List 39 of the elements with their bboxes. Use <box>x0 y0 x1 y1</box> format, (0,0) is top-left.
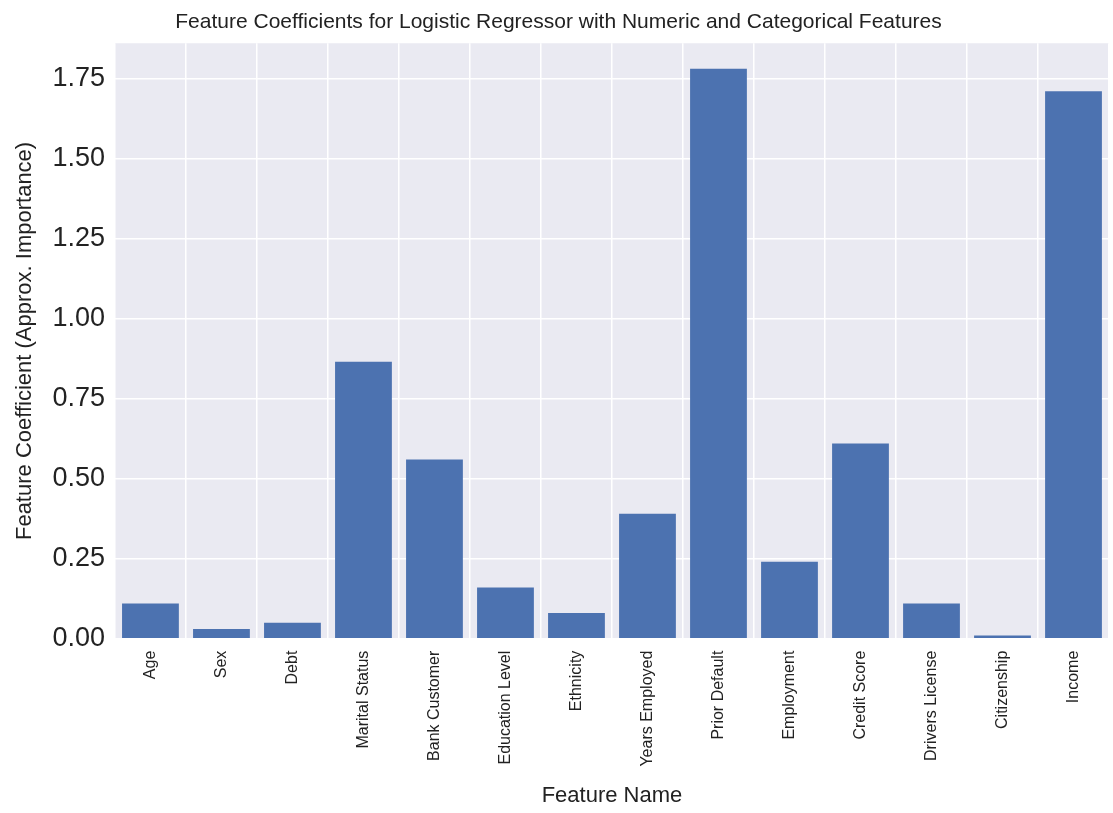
bar <box>690 68 747 638</box>
x-tick-label: Credit Score <box>850 650 868 740</box>
x-axis-title: Feature Name <box>541 781 683 807</box>
x-tick-label: Debt <box>282 650 300 685</box>
bar <box>761 561 818 638</box>
y-tick-label: 1.50 <box>52 141 105 172</box>
bar <box>548 613 605 638</box>
y-tick-label: 1.00 <box>52 301 105 332</box>
x-tick-label: Employment <box>779 650 797 740</box>
y-axis-title: Feature Coefficient (Approx. Importance) <box>11 141 37 541</box>
x-tick-label: Citizenship <box>992 650 1010 729</box>
x-tick-label: Sex <box>211 650 229 679</box>
y-tick-label: 0.25 <box>52 542 105 573</box>
bar <box>903 603 960 638</box>
chart-title: Feature Coefficients for Logistic Regressor with Numeric and Categorical Features <box>175 9 942 33</box>
bar <box>1045 91 1102 638</box>
x-tick-label: Marital Status <box>353 650 371 749</box>
bar <box>264 622 321 638</box>
y-tick-label: 1.25 <box>52 221 105 252</box>
x-tick-label: Drivers License <box>921 650 939 761</box>
x-tick-label: Age <box>140 650 158 680</box>
x-tick-label: Bank Customer <box>424 650 442 761</box>
x-tick-label: Income <box>1063 650 1081 704</box>
x-tick-label: Prior Default <box>708 650 726 740</box>
x-tick-label: Education Level <box>495 650 513 765</box>
bar <box>406 459 463 638</box>
y-tick-label: 0.50 <box>52 462 105 493</box>
y-tick-label: 1.75 <box>52 61 105 92</box>
bar <box>974 635 1031 638</box>
bar <box>335 361 392 638</box>
y-tick-label: 0.00 <box>52 622 105 653</box>
bar <box>193 629 250 638</box>
x-tick-label: Ethnicity <box>566 650 584 712</box>
bar <box>832 443 889 638</box>
bar <box>619 513 676 638</box>
bar <box>122 603 179 638</box>
y-tick-label: 0.75 <box>52 382 105 413</box>
bar <box>477 587 534 638</box>
x-tick-label: Years Employed <box>637 650 655 767</box>
